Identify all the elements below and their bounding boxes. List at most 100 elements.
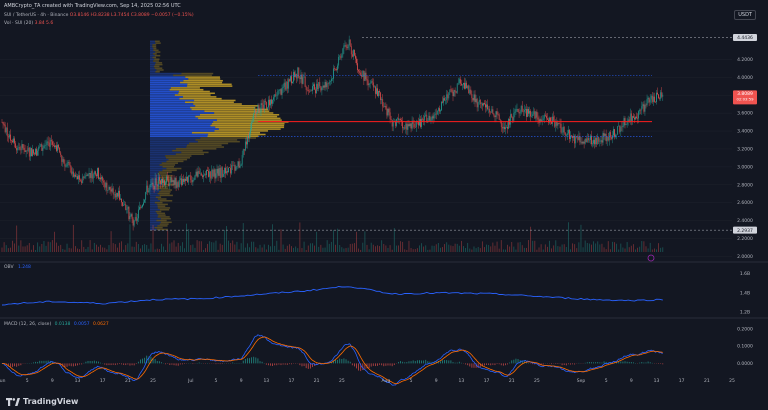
candle-body <box>434 113 436 115</box>
macd-legend[interactable]: MACD (12, 26, close) 0.0138 0.0057 0.062… <box>4 322 109 327</box>
svg-text:3.8089: 3.8089 <box>737 91 753 97</box>
volume-bar <box>54 231 55 252</box>
candle-body <box>574 135 576 144</box>
profile-sell-bar <box>152 44 157 46</box>
profile-sell-bar <box>159 164 176 166</box>
macd-hist-bar <box>639 362 641 364</box>
candle-body <box>172 180 174 183</box>
candle-body <box>443 98 444 103</box>
profile-sell-bar <box>200 137 257 139</box>
candle-body <box>220 167 222 178</box>
macd-hist-bar <box>565 363 567 366</box>
macd-hist-bar <box>440 361 441 364</box>
candle-body <box>246 141 247 145</box>
macd-hist-bar <box>366 363 368 369</box>
volume-bar <box>620 243 622 252</box>
obv-legend[interactable]: OBV 1.248 <box>4 265 31 270</box>
profile-sell-bar <box>153 65 160 68</box>
candle-body <box>390 119 392 121</box>
macd-hist-bar <box>135 363 137 365</box>
candle-body <box>102 176 104 181</box>
volume-bar <box>165 249 167 252</box>
candle-body <box>520 105 522 113</box>
volume-bar <box>433 245 435 252</box>
macd-hist-bar <box>597 362 599 364</box>
candle-body <box>378 90 379 97</box>
candle-body <box>167 176 169 180</box>
symbol-name: SUI / TetherUS · 4h · Binance <box>4 13 69 18</box>
macd-hist-bar <box>301 363 303 367</box>
volume-bar <box>142 245 143 252</box>
volume-bar <box>534 240 536 252</box>
volume-bar <box>635 249 636 252</box>
macd-hist-bar <box>400 361 401 364</box>
candle-body <box>586 138 588 143</box>
profile-sell-bar <box>185 76 220 78</box>
candle-body <box>585 138 587 143</box>
volume-bar <box>129 224 131 252</box>
volume-bar <box>467 242 469 252</box>
macd-hist-bar <box>270 363 271 366</box>
currency-badge[interactable]: USDT <box>734 10 756 20</box>
volume-legend[interactable]: Vol · SUI (20) 3.84 5.6 <box>4 21 53 26</box>
candle-body <box>428 115 430 121</box>
volume-bar <box>81 240 83 252</box>
candle-body <box>455 91 457 93</box>
price-chart[interactable]: 4.20004.00003.80003.60003.40003.20003.00… <box>0 0 768 392</box>
time-axis[interactable]: Jun 5 9 13 17 21 25 Jul 5 9 13 17 21 25 Aug 5 9 13 17 21 25 S… <box>0 378 735 384</box>
volume-bar <box>190 245 192 252</box>
volume-bar <box>240 243 242 252</box>
volume-bar <box>660 247 662 252</box>
candle-body <box>333 68 334 79</box>
macd-hist-bar <box>616 362 618 364</box>
volume-bar <box>297 248 299 252</box>
macd-hist-bar <box>429 361 431 364</box>
candle-body <box>345 45 347 48</box>
candle-body <box>519 112 521 114</box>
profile-buy-bar <box>150 65 154 68</box>
candle-body <box>539 119 541 123</box>
volume-bar <box>450 245 452 252</box>
macd-hist-bar <box>574 363 576 365</box>
candle-body <box>182 179 183 186</box>
candle-body <box>173 180 175 185</box>
candle-body <box>326 83 328 88</box>
macd-hist-bar <box>486 363 487 365</box>
candle-body <box>553 116 555 121</box>
volume-bar <box>603 247 605 252</box>
candle-body <box>454 90 456 92</box>
pane-marker-icon[interactable] <box>647 254 655 262</box>
candle-body <box>629 113 631 122</box>
candle-body <box>483 103 484 106</box>
candle-body <box>305 86 307 90</box>
candle-body <box>409 123 411 126</box>
candle-body <box>492 109 494 114</box>
candle-body <box>551 121 552 124</box>
volume-bar <box>104 247 106 252</box>
candle-body <box>125 204 127 210</box>
symbol-legend[interactable]: SUI / TetherUS · 4h · Binance O3.8146 H3… <box>4 13 194 18</box>
candle-body <box>447 94 449 99</box>
volume-bar <box>448 244 450 252</box>
volume-bar <box>360 249 362 252</box>
volume-bar <box>622 247 624 252</box>
macd-hist-bar <box>64 363 66 368</box>
candle-body <box>473 94 475 101</box>
volume-bar <box>152 224 154 252</box>
macd-hist-bar <box>232 362 234 364</box>
candle-body <box>413 123 415 128</box>
macd-hist-bar <box>217 363 219 364</box>
macd-hist-bar <box>481 363 483 367</box>
candle-body <box>377 88 378 97</box>
candle-body <box>477 102 479 108</box>
volume-bar <box>249 247 250 252</box>
candle-body <box>382 99 384 107</box>
candle-body <box>569 129 570 140</box>
svg-text:4.4436: 4.4436 <box>737 35 753 41</box>
macd-hist-bar <box>278 363 280 365</box>
macd-hist-bar <box>643 362 645 364</box>
candle-body <box>298 67 300 78</box>
tradingview-logo[interactable]: TradingView <box>6 397 78 406</box>
price-tick-label: 2.8000 <box>737 182 753 188</box>
candle-body <box>74 174 75 177</box>
